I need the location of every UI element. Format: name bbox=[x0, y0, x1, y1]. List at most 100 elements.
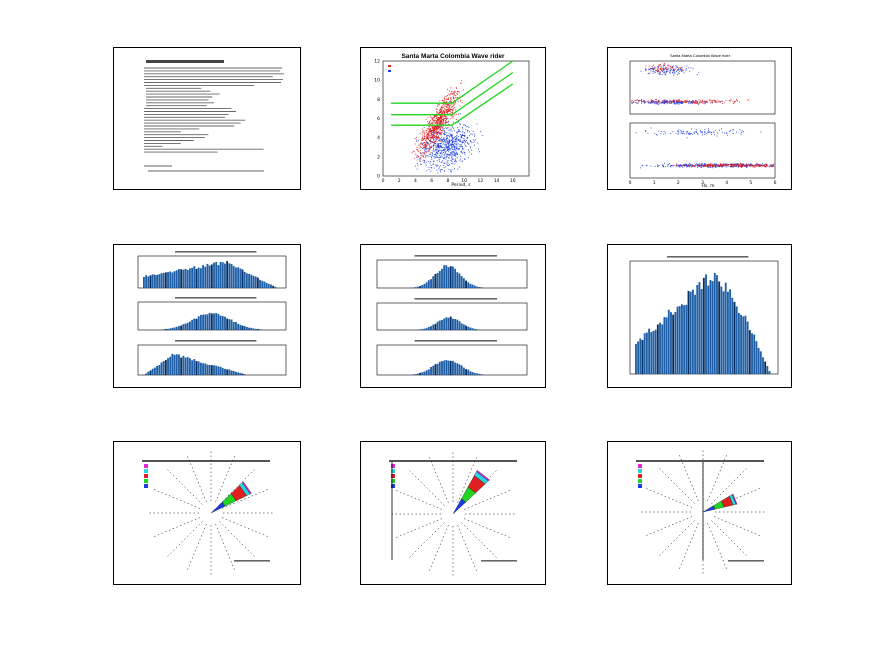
blue-data-point bbox=[446, 137, 448, 139]
blue-data-point bbox=[460, 144, 462, 146]
red-data-point bbox=[452, 95, 454, 97]
blue-data-point bbox=[449, 128, 451, 130]
histogram-bar bbox=[656, 324, 659, 374]
blue-data-point bbox=[422, 148, 423, 150]
stack-data-point bbox=[722, 164, 724, 165]
red-data-point bbox=[433, 137, 435, 138]
stack-data-point bbox=[659, 71, 661, 73]
stack-data-point bbox=[641, 165, 643, 167]
red-data-point bbox=[435, 128, 436, 130]
stack-data-point bbox=[666, 103, 668, 105]
stack-data-point bbox=[681, 69, 683, 71]
stack-data-point bbox=[643, 101, 645, 103]
blue-data-point bbox=[443, 149, 445, 151]
blue-data-point bbox=[474, 144, 475, 146]
stack-data-point bbox=[651, 66, 653, 68]
stack-data-point bbox=[649, 72, 651, 74]
stack-data-point bbox=[702, 99, 704, 101]
histogram-bar bbox=[478, 286, 481, 288]
stack-data-point bbox=[660, 133, 662, 135]
blue-data-point bbox=[448, 141, 450, 143]
red-data-point bbox=[425, 137, 427, 139]
stack-data-point bbox=[707, 165, 709, 167]
stack-data-point bbox=[686, 100, 688, 102]
histogram-bar bbox=[718, 281, 721, 374]
red-data-point bbox=[453, 104, 455, 106]
histogram-bar bbox=[235, 371, 237, 375]
stack-data-point bbox=[688, 164, 690, 166]
blue-data-point bbox=[441, 141, 443, 143]
red-data-point bbox=[421, 153, 423, 155]
red-data-point bbox=[432, 117, 434, 119]
stack-data-point bbox=[704, 166, 706, 168]
red-data-point bbox=[428, 122, 430, 124]
stack-data-point bbox=[688, 164, 690, 165]
red-data-point bbox=[443, 125, 444, 127]
blue-data-point bbox=[423, 146, 425, 148]
stack-data-point bbox=[765, 165, 767, 167]
blue-data-point bbox=[424, 148, 426, 150]
stack-data-point bbox=[666, 100, 668, 102]
blue-data-point bbox=[467, 149, 469, 151]
red-data-point bbox=[433, 131, 435, 133]
red-data-point bbox=[455, 113, 457, 115]
blue-data-point bbox=[462, 148, 464, 150]
red-data-point bbox=[441, 121, 442, 122]
red-data-point bbox=[421, 133, 423, 135]
red-data-point bbox=[446, 122, 448, 124]
red-data-point bbox=[422, 128, 423, 130]
blue-data-point bbox=[448, 157, 450, 159]
blue-data-point bbox=[434, 150, 436, 152]
stack-data-point bbox=[683, 72, 685, 74]
red-data-point bbox=[439, 110, 441, 112]
histogram-bar bbox=[164, 360, 167, 375]
stack-data-point bbox=[732, 101, 734, 103]
stack-data-point bbox=[725, 133, 727, 135]
blue-data-point bbox=[464, 135, 465, 137]
red-data-point bbox=[433, 116, 435, 118]
blue-data-point bbox=[429, 162, 431, 164]
y-tick-label: 8 bbox=[377, 97, 380, 103]
stack-data-point bbox=[662, 102, 664, 104]
histogram-bar bbox=[689, 291, 692, 374]
red-data-point bbox=[424, 147, 426, 149]
histogram-bar bbox=[449, 266, 452, 288]
red-data-point bbox=[433, 141, 435, 143]
blue-data-point bbox=[448, 165, 450, 166]
stack-data-point bbox=[720, 164, 722, 166]
x-tick-label: 14 bbox=[494, 178, 500, 184]
red-data-point bbox=[426, 128, 428, 130]
red-data-point bbox=[445, 106, 447, 108]
stack-data-point bbox=[650, 102, 652, 104]
blue-data-point bbox=[449, 136, 451, 138]
blue-data-point bbox=[453, 142, 455, 144]
stack-data-point bbox=[736, 163, 738, 165]
red-data-point bbox=[445, 121, 447, 123]
stack-data-point bbox=[658, 100, 660, 101]
blue-data-point bbox=[453, 141, 455, 143]
stack-data-point bbox=[730, 165, 732, 167]
histogram-bar bbox=[465, 369, 467, 375]
stack-data-point bbox=[656, 134, 658, 136]
stack-data-point bbox=[763, 166, 765, 168]
blue-data-point bbox=[459, 146, 461, 148]
stack-data-point bbox=[648, 102, 650, 103]
blue-data-point bbox=[451, 169, 453, 171]
stack-data-point bbox=[771, 166, 773, 168]
blue-data-point bbox=[457, 154, 459, 156]
stack-data-point bbox=[670, 101, 671, 103]
stack-data-point bbox=[662, 68, 664, 70]
stack-data-point bbox=[674, 72, 676, 73]
stack-data-point bbox=[632, 101, 634, 103]
stack-data-point bbox=[670, 102, 672, 104]
red-data-point bbox=[439, 126, 441, 127]
stack-data-point bbox=[721, 164, 723, 166]
stack-data-point bbox=[697, 164, 699, 166]
stack-data-point bbox=[730, 166, 731, 168]
blue-data-point bbox=[446, 135, 448, 137]
red-data-point bbox=[439, 132, 441, 134]
blue-data-point bbox=[431, 167, 433, 169]
rose-spoke bbox=[153, 517, 201, 537]
stack-data-point bbox=[698, 163, 700, 165]
stack-data-point bbox=[738, 164, 740, 166]
